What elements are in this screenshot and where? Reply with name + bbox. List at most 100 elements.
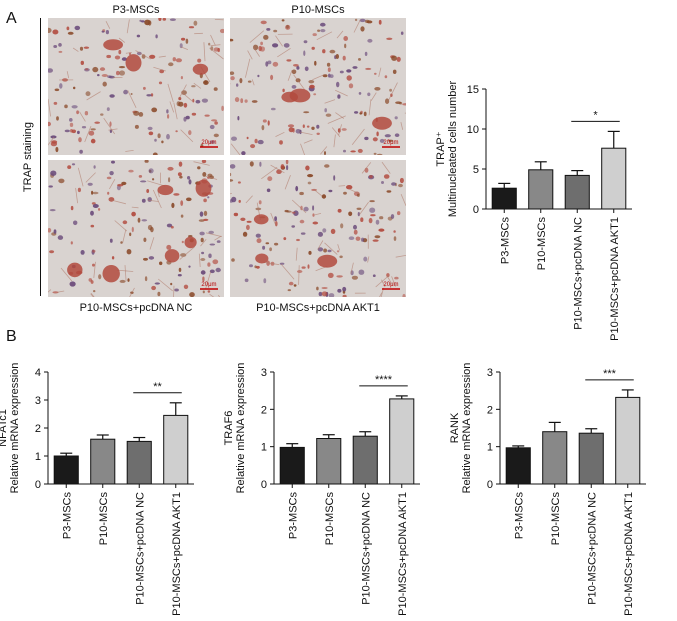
stained-nucleus — [399, 177, 404, 184]
stained-nucleus — [295, 129, 301, 134]
stained-nucleus — [138, 175, 143, 178]
multinucleated-osteoclast — [102, 265, 120, 283]
stained-nucleus — [359, 112, 362, 115]
stained-nucleus — [398, 183, 403, 188]
cell-process — [324, 99, 336, 104]
stained-nucleus — [256, 238, 262, 244]
cell-process — [66, 71, 70, 79]
cell-process — [84, 125, 92, 143]
stained-nucleus — [343, 36, 348, 41]
stained-nucleus — [50, 135, 57, 139]
cell-process — [48, 136, 55, 146]
cell-process — [299, 131, 313, 135]
stained-nucleus — [343, 191, 347, 195]
stained-nucleus — [118, 49, 122, 55]
stained-nucleus — [109, 171, 114, 176]
stained-nucleus — [188, 130, 192, 136]
cell-process — [48, 289, 52, 293]
stained-nucleus — [203, 210, 208, 216]
stained-nucleus — [372, 137, 378, 142]
stained-nucleus — [58, 50, 63, 53]
stained-nucleus — [388, 139, 394, 142]
stained-nucleus — [394, 116, 398, 120]
stained-nucleus — [231, 196, 237, 203]
cell-process — [149, 237, 155, 250]
stained-nucleus — [140, 180, 147, 183]
stained-nucleus — [266, 188, 271, 193]
stained-nucleus — [199, 231, 205, 236]
stained-nucleus — [208, 230, 214, 234]
y-tick-label: 0 — [487, 479, 493, 491]
scale-bar-text: 20μm — [201, 140, 216, 146]
stained-nucleus — [143, 86, 146, 90]
bar — [491, 187, 517, 210]
stained-nucleus — [90, 128, 96, 131]
stained-nucleus — [121, 57, 127, 61]
stained-nucleus — [59, 83, 63, 89]
stained-nucleus — [273, 29, 278, 33]
stained-nucleus — [389, 88, 392, 92]
stained-nucleus — [281, 19, 285, 22]
stained-nucleus — [214, 121, 218, 125]
cell-process — [338, 124, 342, 136]
stained-nucleus — [211, 119, 218, 122]
multinucleated-osteoclast — [125, 54, 142, 72]
stained-nucleus — [295, 185, 299, 192]
cell-process — [173, 285, 175, 297]
stained-nucleus — [250, 144, 256, 149]
stained-nucleus — [299, 219, 305, 224]
stained-nucleus — [178, 161, 183, 167]
stained-nucleus — [126, 249, 132, 255]
stained-nucleus — [73, 220, 78, 226]
x-tick-label: P10-MSCs — [536, 217, 548, 271]
x-tick-label: P10-MSCs — [324, 492, 336, 546]
stained-nucleus — [53, 101, 58, 105]
stained-nucleus — [260, 20, 267, 25]
stained-nucleus — [233, 212, 239, 217]
micrograph-p3: 20μm — [48, 18, 224, 155]
stained-nucleus — [121, 181, 127, 186]
y-tick-label: 0 — [473, 204, 479, 216]
cell-process — [90, 292, 95, 297]
stained-nucleus — [105, 30, 109, 35]
stained-nucleus — [157, 291, 161, 297]
stained-nucleus — [355, 236, 361, 241]
y-tick-label: 2 — [487, 404, 493, 416]
stained-nucleus — [90, 210, 94, 216]
cell-process — [335, 89, 348, 97]
stained-nucleus — [93, 165, 96, 169]
stained-nucleus — [141, 219, 148, 222]
stained-nucleus — [207, 262, 211, 267]
stained-nucleus — [328, 73, 331, 78]
stained-nucleus — [255, 233, 261, 238]
stained-nucleus — [174, 288, 179, 292]
multinucleated-osteoclast — [255, 253, 269, 264]
stained-nucleus — [365, 67, 372, 70]
cell-process — [193, 82, 202, 89]
cell-process — [200, 239, 207, 247]
stained-nucleus — [48, 27, 52, 33]
stained-nucleus — [284, 209, 289, 213]
stained-nucleus — [274, 216, 277, 222]
cell-process — [108, 199, 126, 205]
y-tick-label: 2 — [35, 423, 41, 435]
cell-process — [181, 91, 193, 102]
stained-nucleus — [102, 81, 107, 87]
stained-nucleus — [167, 166, 174, 171]
stained-nucleus — [109, 94, 115, 98]
stained-nucleus — [237, 116, 240, 121]
stained-nucleus — [369, 175, 373, 179]
stained-nucleus — [239, 78, 243, 84]
stained-nucleus — [177, 274, 182, 277]
stained-nucleus — [369, 200, 375, 203]
stained-nucleus — [129, 232, 132, 237]
stained-nucleus — [204, 80, 208, 84]
stained-nucleus — [109, 238, 113, 243]
cell-process — [124, 265, 127, 282]
stained-nucleus — [70, 205, 74, 211]
stained-nucleus — [312, 33, 317, 37]
stained-nucleus — [358, 58, 361, 61]
stained-nucleus — [193, 20, 198, 26]
stained-nucleus — [109, 121, 112, 127]
stained-nucleus — [52, 291, 59, 294]
